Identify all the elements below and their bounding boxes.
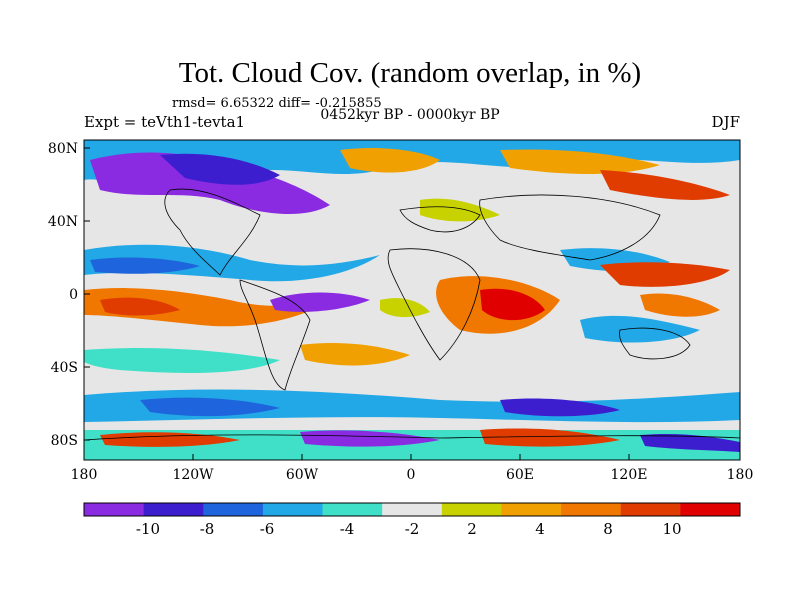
lon-labels: 180 120W 60W 0 60E 120E 180 (71, 467, 754, 483)
period-text: 0452kyr BP - 0000kyr BP (320, 107, 499, 123)
colorbar-swatch (501, 503, 562, 516)
colorbar-swatch (262, 503, 324, 516)
colorbar-swatch (680, 503, 741, 516)
colorbar-labels: -10 -8 -6 -4 -2 2 4 8 10 (136, 520, 682, 538)
colorbar-swatch (143, 503, 204, 516)
stats-text: rmsd= 6.65322 diff= -0.215855 (172, 96, 382, 111)
colorbar-label-m6: -6 (260, 520, 275, 538)
lat-label-40s: 40S (51, 360, 78, 376)
colorbar-swatch (322, 503, 383, 516)
lat-label-80s: 80S (51, 433, 78, 449)
experiment-text: Expt = teVth1-tevta1 (84, 113, 245, 131)
lat-label-80n: 80N (48, 141, 78, 157)
colorbar-label-8: 8 (603, 520, 613, 538)
lat-label-40n: 40N (48, 214, 78, 230)
map-panel (83, 139, 741, 461)
colorbar-label-2: 2 (467, 520, 477, 538)
lon-label-60e: 60E (506, 467, 534, 483)
colorbar-label-m2: -2 (405, 520, 420, 538)
lon-label-180w: 180 (71, 467, 98, 483)
colorbar: -10 -8 -6 -4 -2 2 4 8 10 (83, 502, 741, 538)
colorbar-label-m10: -10 (136, 520, 160, 538)
colorbar-swatch (203, 503, 264, 516)
map-frame (83, 139, 741, 461)
colorbar-swatch (561, 503, 622, 516)
colorbar-swatches (84, 503, 741, 516)
lon-label-120e: 120E (611, 467, 648, 483)
lon-label-60w: 60W (286, 467, 319, 483)
colorbar-label-10: 10 (662, 520, 681, 538)
lon-label-180e: 180 (727, 467, 754, 483)
coastlines (84, 188, 740, 441)
season-text: DJF (712, 113, 740, 131)
colorbar-label-m8: -8 (200, 520, 215, 538)
colorbar-swatch (382, 503, 443, 516)
map-ticks (83, 147, 741, 460)
lat-labels: 80N 40N 0 40S 80S (48, 141, 78, 449)
colorbar-label-m4: -4 (340, 520, 355, 538)
colorbar-swatch (620, 503, 681, 516)
colorbar-label-4: 4 (535, 520, 545, 538)
colorbar-swatch (441, 503, 502, 516)
anomaly-field (84, 140, 740, 460)
colorbar-swatch (84, 503, 145, 516)
lon-label-120w: 120W (172, 467, 214, 483)
lat-label-0: 0 (69, 287, 78, 303)
plot-title: Tot. Cloud Cov. (random overlap, in %) (179, 57, 641, 89)
colorbar-frame (83, 502, 741, 517)
lon-label-0: 0 (407, 467, 416, 483)
